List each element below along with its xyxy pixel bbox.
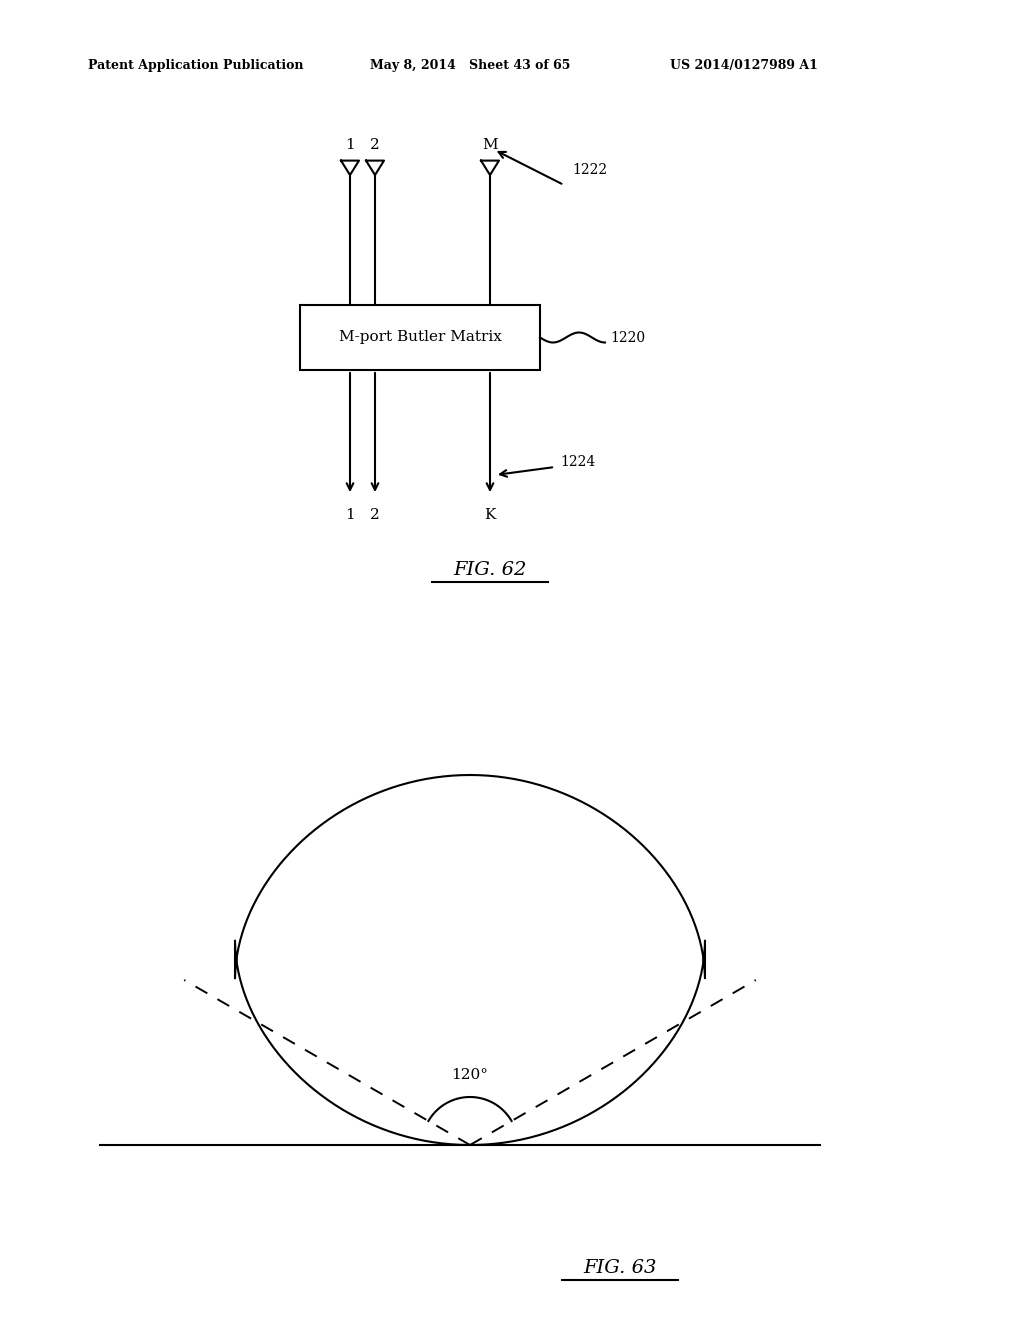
Text: M-port Butler Matrix: M-port Butler Matrix	[339, 330, 502, 345]
Text: 2: 2	[370, 508, 380, 521]
Text: May 8, 2014   Sheet 43 of 65: May 8, 2014 Sheet 43 of 65	[370, 58, 570, 71]
Text: FIG. 62: FIG. 62	[454, 561, 526, 579]
Text: 1: 1	[345, 137, 355, 152]
Text: 1222: 1222	[572, 162, 607, 177]
Text: K: K	[484, 508, 496, 521]
Text: 1224: 1224	[560, 455, 595, 469]
Text: FIG. 63: FIG. 63	[584, 1259, 656, 1276]
Bar	[300, 305, 540, 370]
Text: Patent Application Publication: Patent Application Publication	[88, 58, 303, 71]
Text: 2: 2	[370, 137, 380, 152]
Text: 1220: 1220	[610, 330, 645, 345]
Text: 120°: 120°	[452, 1068, 488, 1082]
Text: US 2014/0127989 A1: US 2014/0127989 A1	[670, 58, 818, 71]
Text: 1: 1	[345, 508, 355, 521]
Text: M: M	[482, 137, 498, 152]
